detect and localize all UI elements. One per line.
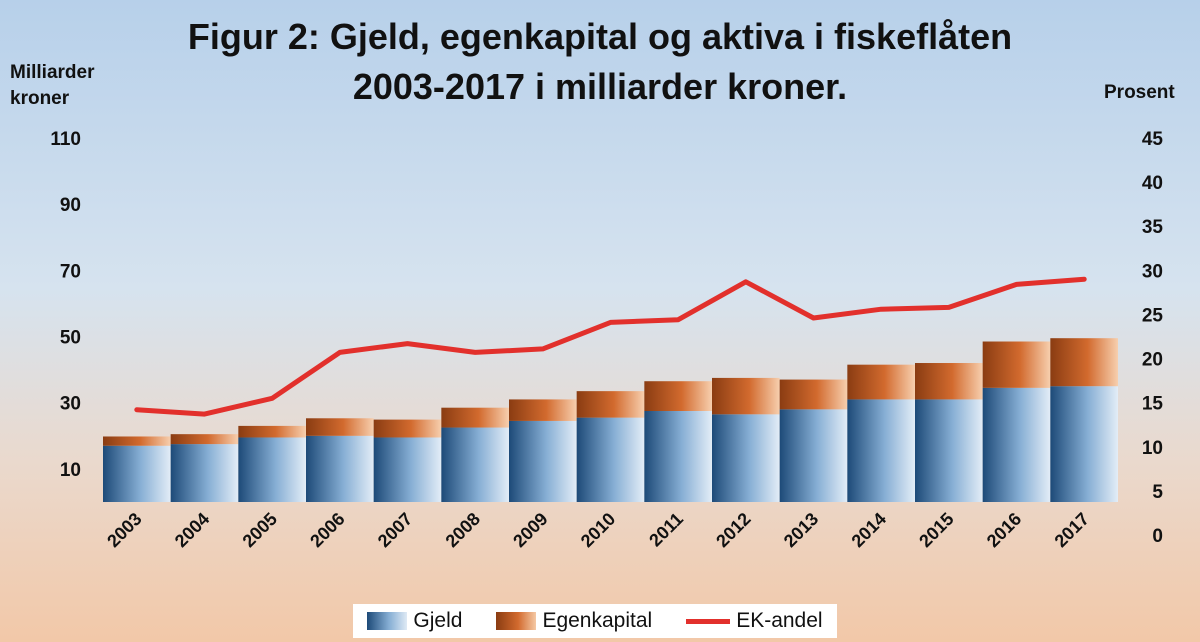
x-tick-label: 2007 <box>374 509 416 551</box>
x-tick-label: 2016 <box>983 509 1025 551</box>
bar-gjeld-2007 <box>373 437 442 502</box>
right-axis-title: Prosent <box>1104 82 1175 103</box>
left-tick-label: 50 <box>60 328 81 349</box>
legend-swatch-debt <box>367 612 408 630</box>
bar-gjeld-2011 <box>644 411 712 502</box>
left-axis-title: Milliarder kroner <box>10 60 140 112</box>
bar-gjeld-2005 <box>238 437 306 502</box>
right-axis-ticks: 0 5 10 15 20 25 30 35 40 45 <box>1142 129 1164 547</box>
x-tick-label: 2013 <box>780 509 822 551</box>
left-axis-title-line-2: kroner <box>10 88 70 109</box>
right-tick-label: 35 <box>1142 217 1164 238</box>
bar-gjeld-2016 <box>982 387 1051 502</box>
left-axis-title-line-1: Milliarder <box>10 62 95 83</box>
right-tick-label: 5 <box>1152 482 1163 503</box>
right-tick-label: 0 <box>1152 526 1163 547</box>
legend-label-debt: Gjeld <box>413 609 463 632</box>
legend-swatch-ek-andel <box>686 618 731 624</box>
bar-egenkapital-2011 <box>644 381 712 411</box>
right-tick-label: 25 <box>1142 305 1164 326</box>
bar-gjeld-2008 <box>441 427 509 502</box>
x-tick-label: 2009 <box>509 509 551 551</box>
x-axis-ticks: 2003 2004 2005 2006 2007 2008 2009 2010 2011 2012… <box>103 509 1093 551</box>
left-tick-label: 30 <box>60 394 81 415</box>
bar-egenkapital-2015 <box>915 363 983 400</box>
right-tick-label: 40 <box>1142 173 1163 194</box>
legend-label-ek-andel: EK-andel <box>736 609 823 632</box>
legend-item-ek-andel: EK-andel <box>686 609 823 633</box>
x-tick-label: 2011 <box>645 509 687 551</box>
x-tick-label: 2015 <box>915 509 957 551</box>
right-tick-label: 30 <box>1142 261 1163 282</box>
bar-egenkapital-2007 <box>373 419 442 438</box>
x-tick-label: 2010 <box>577 509 619 551</box>
bar-egenkapital-2010 <box>576 391 645 418</box>
bar-gjeld-2009 <box>509 420 577 502</box>
bar-egenkapital-2006 <box>306 418 374 436</box>
x-tick-label: 2017 <box>1051 509 1093 551</box>
bar-group <box>103 338 1118 502</box>
legend: Gjeld Egenkapital EK-andel <box>353 604 837 638</box>
bar-egenkapital-2003 <box>103 436 171 446</box>
left-tick-label: 70 <box>60 261 81 282</box>
left-tick-label: 110 <box>50 129 81 150</box>
x-tick-label: 2006 <box>306 509 348 551</box>
x-tick-label: 2014 <box>848 509 890 551</box>
x-tick-label: 2004 <box>171 509 213 551</box>
chart-title: Figur 2: Gjeld, egenkapital og aktiva i … <box>130 12 1070 112</box>
bar-gjeld-2012 <box>712 414 780 502</box>
chart-title-line-2: 2003-2017 i milliarder kroner. <box>352 66 848 107</box>
legend-swatch-equity <box>496 612 537 630</box>
bar-egenkapital-2016 <box>982 341 1051 388</box>
ek-andel-line <box>134 276 1087 417</box>
bar-gjeld-2014 <box>847 399 915 502</box>
x-tick-label: 2012 <box>712 509 754 551</box>
x-tick-label: 2008 <box>442 509 484 551</box>
left-tick-label: 90 <box>60 195 81 216</box>
right-tick-label: 45 <box>1142 129 1164 150</box>
bar-gjeld-2013 <box>779 409 848 502</box>
bar-egenkapital-2017 <box>1050 338 1118 387</box>
chart-title-line-1: Figur 2: Gjeld, egenkapital og aktiva i … <box>187 16 1013 57</box>
legend-item-debt: Gjeld <box>367 609 462 633</box>
right-tick-label: 15 <box>1142 394 1164 415</box>
bar-gjeld-2015 <box>915 399 983 502</box>
bar-egenkapital-2008 <box>441 407 509 428</box>
legend-item-equity: Egenkapital <box>496 609 652 633</box>
bar-gjeld-2010 <box>576 417 645 502</box>
bar-gjeld-2006 <box>306 435 374 502</box>
bar-egenkapital-2014 <box>847 364 915 400</box>
right-tick-label: 10 <box>1142 438 1163 459</box>
left-tick-label: 10 <box>60 460 81 481</box>
bar-gjeld-2017 <box>1050 386 1118 502</box>
legend-label-equity: Egenkapital <box>542 609 653 632</box>
bar-egenkapital-2009 <box>509 399 577 421</box>
bar-gjeld-2003 <box>103 445 171 502</box>
x-tick-label: 2005 <box>239 509 281 551</box>
bar-egenkapital-2004 <box>170 434 239 445</box>
bar-egenkapital-2005 <box>238 425 306 438</box>
x-tick-label: 2003 <box>103 509 145 551</box>
right-tick-label: 20 <box>1142 350 1163 371</box>
bar-gjeld-2004 <box>170 444 239 502</box>
bar-egenkapital-2013 <box>779 379 848 410</box>
left-axis-ticks: 10 30 50 70 90 110 <box>50 129 81 481</box>
bar-egenkapital-2012 <box>712 377 780 415</box>
